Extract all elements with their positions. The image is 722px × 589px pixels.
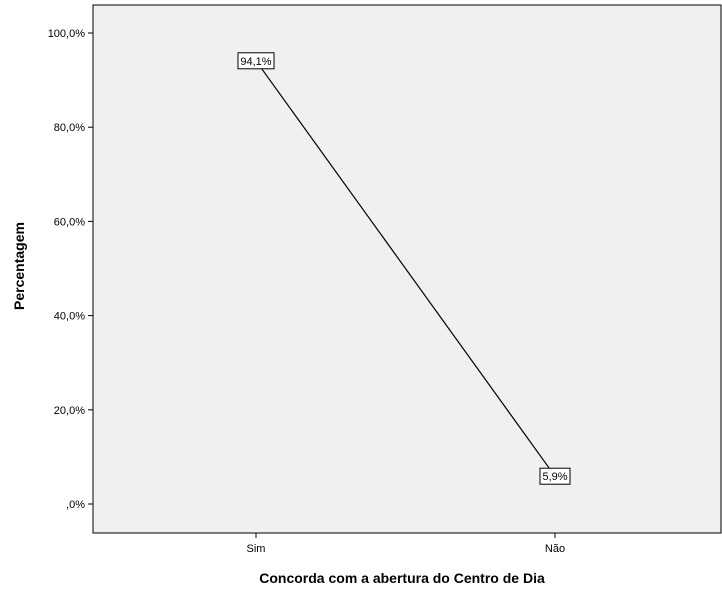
x-tick-label: Sim	[247, 543, 266, 555]
y-axis-title: Percentagem	[11, 222, 27, 310]
plot-area	[92, 4, 722, 534]
y-tick-label: 40,0%	[54, 311, 85, 323]
y-tick-label: 80,0%	[54, 122, 85, 134]
y-tick-label: 60,0%	[54, 216, 85, 228]
data-label: 5,9%	[542, 471, 567, 483]
y-tick-label: 100,0%	[48, 28, 86, 40]
x-axis-title: Concorda com a abertura do Centro de Dia	[259, 570, 545, 586]
data-label-box	[539, 467, 571, 485]
y-tick-label: 20,0%	[54, 405, 85, 417]
series-line-group: 94,1% 5,9%	[237, 52, 571, 485]
series-line	[255, 60, 556, 477]
x-axis: Sim Não	[247, 533, 565, 555]
data-label-box	[237, 52, 275, 70]
x-tick-label: Não	[545, 543, 565, 555]
data-label: 94,1%	[240, 56, 271, 68]
y-axis: ,0% 20,0% 40,0% 60,0% 80,0% 100,0%	[48, 28, 93, 511]
y-tick-label: ,0%	[66, 499, 85, 511]
